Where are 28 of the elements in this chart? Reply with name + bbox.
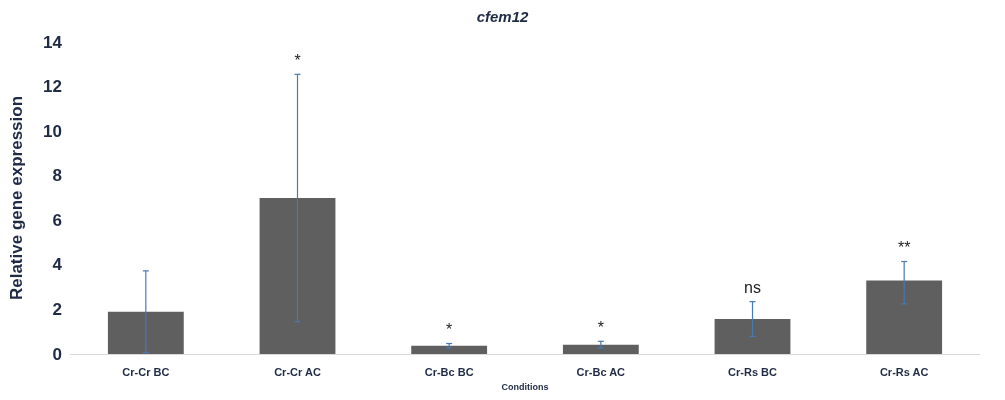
- y-axis-title: Relative gene expression: [7, 95, 26, 301]
- annotation: **: [897, 239, 911, 257]
- bar: [259, 198, 336, 354]
- annotation: *: [294, 51, 301, 69]
- bar: [107, 311, 184, 354]
- x-tick-label: Cr-Rs BC: [728, 365, 777, 378]
- x-tick-label: Cr-Bc BC: [424, 365, 474, 378]
- annotation: *: [597, 318, 604, 336]
- x-tick-label: Cr-Cr BC: [122, 365, 170, 378]
- y-tick-label: 12: [43, 77, 62, 97]
- x-tick-label: Cr-Cr AC: [274, 365, 321, 378]
- chart-title: cfem12: [476, 8, 530, 25]
- annotation: *: [446, 321, 453, 339]
- bar: [866, 280, 943, 354]
- y-tick-label: 14: [43, 32, 63, 52]
- x-tick-label: Cr-Rs AC: [879, 365, 929, 378]
- bar: [411, 345, 488, 354]
- y-tick-label: 8: [52, 166, 62, 186]
- annotation: ns: [744, 279, 761, 297]
- y-tick-label: 2: [52, 299, 62, 319]
- y-tick-label: 6: [52, 210, 62, 230]
- y-tick-label: 10: [43, 121, 62, 141]
- y-tick-label: 4: [52, 255, 63, 275]
- x-axis-title: Conditions: [501, 381, 549, 392]
- x-tick-label: Cr-Bc AC: [576, 365, 626, 378]
- bar: [562, 344, 639, 354]
- bar: [714, 319, 791, 354]
- y-tick-label: 0: [52, 344, 62, 364]
